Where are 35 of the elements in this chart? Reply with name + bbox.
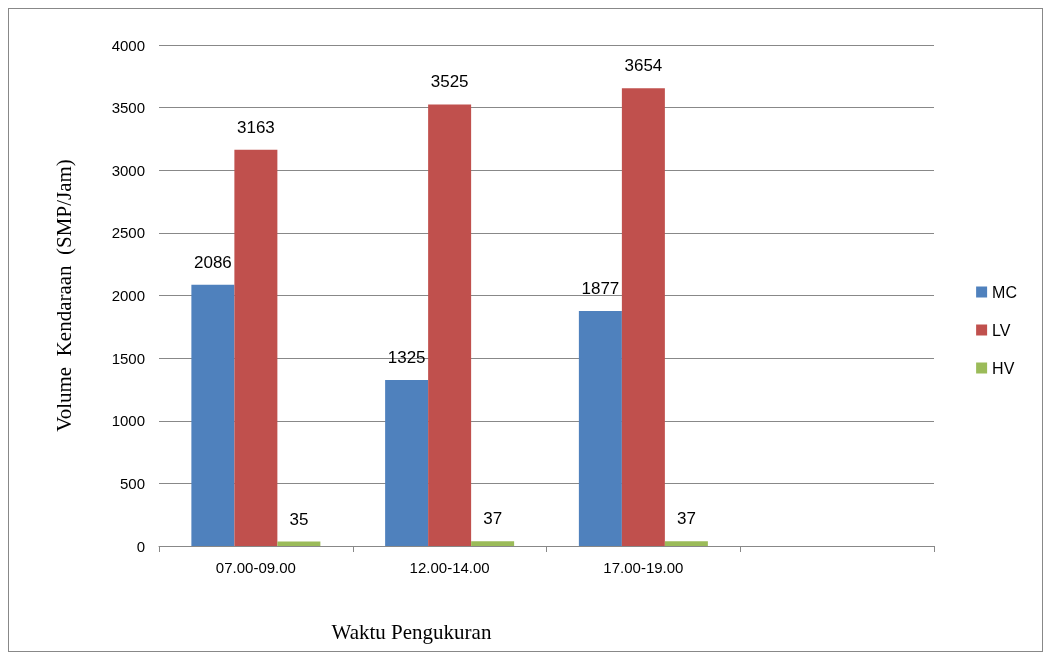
y-tick-label: 3500 [111, 99, 145, 117]
legend-label: LV [992, 321, 1011, 339]
y-tick-label: 500 [119, 474, 145, 492]
data-label: 2086 [193, 252, 232, 272]
data-label: 1325 [387, 348, 426, 368]
y-tick-label: 1500 [111, 349, 145, 367]
data-label: 3654 [624, 56, 663, 76]
bar [664, 541, 708, 546]
data-label: 3163 [236, 117, 275, 137]
y-tick-label: 4000 [111, 36, 145, 54]
bar [234, 149, 278, 546]
y-tick-label: 2000 [111, 287, 145, 304]
y-tick-label: 0 [136, 537, 145, 555]
bar [471, 541, 515, 546]
x-tick-label: 12.00-14.00 [409, 559, 490, 576]
bar [621, 88, 665, 546]
bar [385, 380, 429, 546]
data-label: 1877 [581, 278, 620, 298]
x-axis-title: Waktu Pengukuran [331, 619, 492, 644]
data-label: 35 [289, 509, 309, 529]
bar [277, 541, 321, 546]
data-label: 37 [483, 509, 503, 529]
bar [428, 104, 472, 546]
bar [191, 284, 235, 546]
y-tick-label: 1000 [111, 412, 145, 430]
y-tick-label: 3000 [111, 161, 145, 179]
data-label: 3525 [430, 72, 469, 92]
y-axis-title: Volume Kendaraan (SMP/Jam) [51, 159, 76, 432]
bar [578, 310, 622, 546]
legend-label: HV [992, 359, 1015, 377]
x-tick-label: 07.00-09.00 [215, 559, 296, 576]
x-tick-label: 17.00-19.00 [603, 559, 684, 576]
legend-label: MC [992, 283, 1018, 301]
data-label: 37 [676, 509, 696, 529]
y-tick-label: 2500 [111, 224, 145, 242]
